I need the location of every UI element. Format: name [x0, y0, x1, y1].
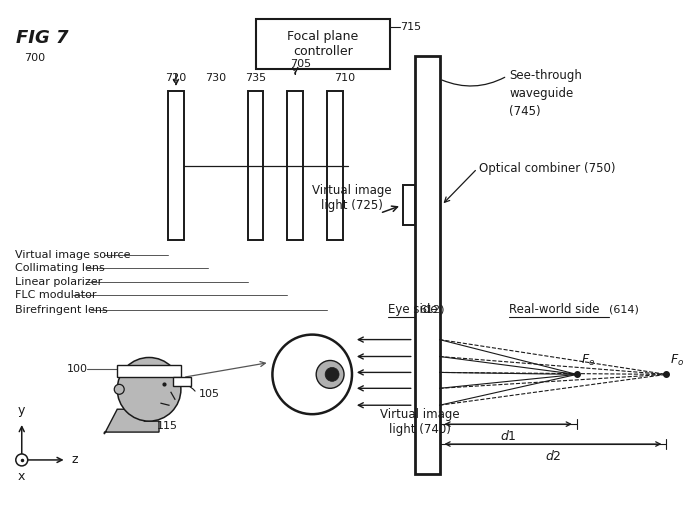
- Bar: [256, 19, 390, 69]
- Text: Virtual image
light (725): Virtual image light (725): [312, 184, 392, 212]
- Text: $\it{F_o}$: $\it{F_o}$: [671, 354, 685, 368]
- Bar: [327, 91, 343, 240]
- Bar: [168, 91, 184, 240]
- Text: Real-world side: Real-world side: [509, 303, 600, 316]
- Text: x: x: [18, 470, 25, 483]
- Circle shape: [16, 454, 28, 466]
- Text: Virtual image
light (740): Virtual image light (740): [380, 408, 459, 436]
- Bar: [402, 186, 414, 225]
- Text: FLC modulator: FLC modulator: [15, 290, 97, 300]
- Text: Collimating lens: Collimating lens: [15, 263, 104, 273]
- Circle shape: [114, 384, 124, 394]
- Bar: [248, 91, 263, 240]
- Bar: [117, 366, 181, 378]
- Circle shape: [272, 335, 352, 414]
- Text: $\it{d2}$: $\it{d2}$: [545, 449, 561, 463]
- Text: 105: 105: [199, 389, 220, 399]
- Polygon shape: [104, 409, 159, 434]
- Circle shape: [325, 368, 339, 381]
- Text: y: y: [18, 404, 25, 417]
- Text: 612): 612): [419, 305, 445, 315]
- Text: (614): (614): [608, 305, 638, 315]
- Text: 720: 720: [165, 73, 187, 83]
- Text: 700: 700: [24, 53, 45, 63]
- Text: Linear polarizer: Linear polarizer: [15, 277, 102, 287]
- Text: $\it{F_e}$: $\it{F_e}$: [581, 354, 595, 368]
- Text: 735: 735: [245, 73, 266, 83]
- Text: 705: 705: [290, 59, 311, 69]
- Bar: [414, 56, 440, 474]
- Text: FIG 7: FIG 7: [16, 29, 69, 47]
- Circle shape: [316, 360, 344, 388]
- Text: Eye side: Eye side: [388, 303, 438, 316]
- Text: $\it{d1}$: $\it{d1}$: [500, 429, 517, 443]
- Text: Focal plane
controller: Focal plane controller: [287, 30, 358, 58]
- Text: See-through
waveguide
(745): See-through waveguide (745): [509, 69, 582, 118]
- Bar: [173, 378, 191, 386]
- Text: 715: 715: [400, 22, 421, 32]
- Bar: [287, 91, 303, 240]
- Text: 710: 710: [335, 73, 356, 83]
- Text: z: z: [71, 453, 78, 467]
- Text: Optical combiner (750): Optical combiner (750): [480, 162, 616, 175]
- Text: 100: 100: [66, 365, 88, 374]
- Text: Birefringent lens: Birefringent lens: [15, 305, 108, 315]
- Text: Virtual image source: Virtual image source: [15, 250, 130, 260]
- Text: 730: 730: [205, 73, 226, 83]
- Circle shape: [117, 358, 181, 421]
- Text: 115: 115: [157, 421, 178, 431]
